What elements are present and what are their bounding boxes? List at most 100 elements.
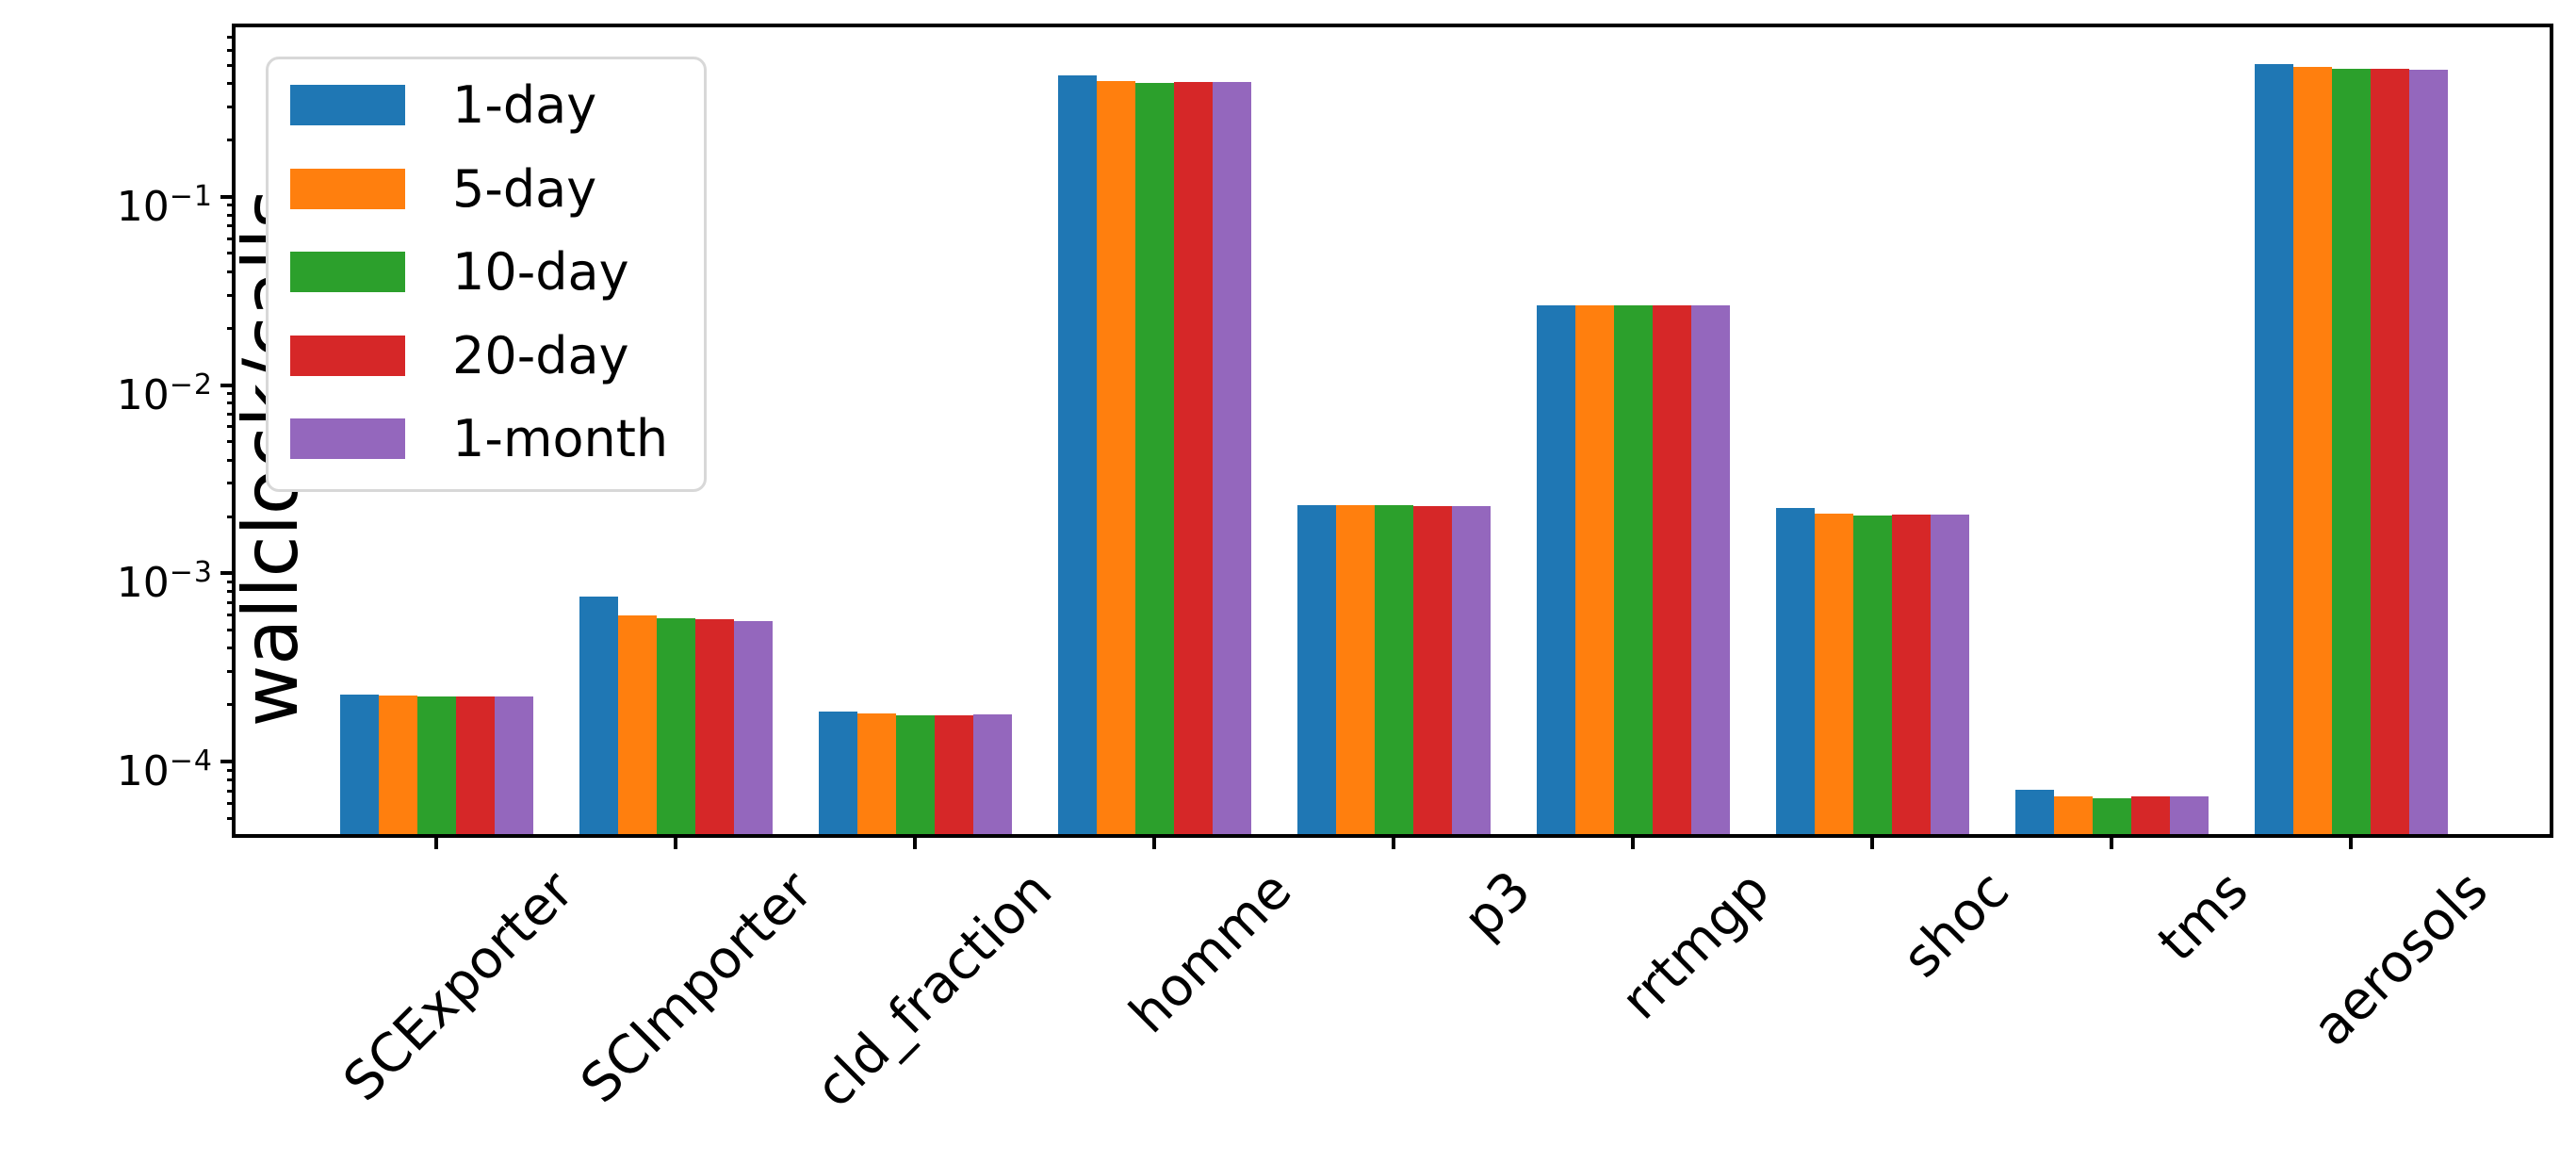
y-minor-tick bbox=[227, 515, 236, 518]
bar-tms-20-day bbox=[2130, 796, 2170, 834]
bar-SCExporter-20-day bbox=[455, 696, 495, 834]
y-minor-tick bbox=[227, 768, 236, 772]
y-minor-tick bbox=[227, 392, 236, 396]
y-minor-tick bbox=[227, 425, 236, 429]
bar-rrtmgp-1-month bbox=[1690, 304, 1730, 834]
legend-item-1-day: 1-day bbox=[290, 77, 681, 133]
y-minor-tick bbox=[227, 270, 236, 273]
bar-aerosols-1-day bbox=[2254, 63, 2293, 834]
x-tick-label-cld_fraction: cld_fraction bbox=[804, 860, 1065, 1120]
x-tick-label-p3: p3 bbox=[1451, 860, 1543, 951]
bar-rrtmgp-1-day bbox=[1536, 304, 1575, 834]
x-tick bbox=[1631, 834, 1635, 849]
y-minor-tick bbox=[227, 590, 236, 594]
y-minor-tick bbox=[227, 580, 236, 583]
legend-item-1-month: 1-month bbox=[290, 411, 681, 467]
bar-cld_fraction-20-day bbox=[934, 715, 973, 834]
y-minor-tick bbox=[227, 670, 236, 674]
y-minor-tick bbox=[227, 224, 236, 228]
y-minor-tick bbox=[227, 647, 236, 650]
y-minor-tick bbox=[227, 412, 236, 416]
y-minor-tick bbox=[227, 801, 236, 805]
y-minor-tick bbox=[227, 237, 236, 240]
bar-rrtmgp-10-day bbox=[1613, 305, 1653, 834]
legend-swatch-10-day bbox=[290, 252, 405, 292]
y-minor-tick bbox=[227, 482, 236, 485]
x-tick-label-tms: tms bbox=[2146, 860, 2261, 974]
bar-aerosols-1-month bbox=[2408, 69, 2448, 834]
bar-SCExporter-1-day bbox=[339, 695, 379, 834]
y-minor-tick bbox=[227, 48, 236, 52]
x-tick bbox=[1152, 834, 1156, 849]
y-major-tick bbox=[220, 571, 236, 576]
bar-shoc-5-day bbox=[1814, 514, 1853, 834]
y-minor-tick bbox=[227, 139, 236, 142]
bar-cld_fraction-10-day bbox=[895, 715, 935, 834]
bar-cld_fraction-1-day bbox=[818, 712, 857, 834]
y-minor-tick bbox=[227, 81, 236, 85]
y-minor-tick bbox=[227, 63, 236, 67]
bar-SCImporter-5-day bbox=[617, 615, 657, 834]
bar-shoc-20-day bbox=[1891, 515, 1931, 834]
bar-tms-1-month bbox=[2169, 796, 2209, 834]
legend-item-20-day: 20-day bbox=[290, 328, 681, 384]
y-minor-tick bbox=[227, 600, 236, 604]
legend-item-5-day: 5-day bbox=[290, 161, 681, 217]
bar-homme-1-month bbox=[1212, 81, 1251, 834]
bar-aerosols-20-day bbox=[2370, 68, 2409, 834]
bar-p3-1-month bbox=[1451, 505, 1491, 834]
legend-label: 1-month bbox=[452, 409, 669, 468]
bar-homme-10-day bbox=[1134, 82, 1174, 834]
y-tick-label: 10−3 bbox=[116, 556, 213, 608]
bar-SCExporter-10-day bbox=[416, 696, 456, 834]
x-tick-label-shoc: shoc bbox=[1891, 860, 2022, 990]
bar-SCImporter-20-day bbox=[694, 619, 734, 834]
bar-SCImporter-1-month bbox=[733, 621, 773, 834]
y-minor-tick bbox=[227, 401, 236, 405]
bar-shoc-10-day bbox=[1852, 516, 1892, 834]
y-tick-label: 10−4 bbox=[116, 745, 213, 796]
x-tick bbox=[1392, 834, 1395, 849]
legend-label: 1-day bbox=[452, 75, 597, 135]
bar-rrtmgp-5-day bbox=[1574, 304, 1614, 834]
y-minor-tick bbox=[227, 326, 236, 330]
legend-item-10-day: 10-day bbox=[290, 244, 681, 300]
y-major-tick bbox=[220, 760, 236, 764]
y-minor-tick bbox=[227, 293, 236, 297]
y-tick-label: 10−2 bbox=[116, 368, 213, 419]
x-tick-label-SCExporter: SCExporter bbox=[332, 860, 586, 1114]
bar-shoc-1-month bbox=[1930, 515, 1969, 834]
bar-rrtmgp-20-day bbox=[1652, 305, 1691, 834]
bar-p3-5-day bbox=[1335, 505, 1375, 834]
y-tick-label: 10−1 bbox=[116, 179, 213, 231]
y-minor-tick bbox=[227, 628, 236, 631]
bar-p3-10-day bbox=[1374, 505, 1413, 834]
bar-cld_fraction-1-month bbox=[972, 714, 1012, 834]
bar-tms-10-day bbox=[2092, 797, 2131, 834]
x-tick-label-aerosols: aerosols bbox=[2301, 860, 2501, 1058]
bar-p3-20-day bbox=[1412, 505, 1452, 834]
y-minor-tick bbox=[227, 614, 236, 617]
bar-SCExporter-5-day bbox=[378, 696, 417, 834]
bar-homme-5-day bbox=[1096, 80, 1135, 834]
plot-area: wallclock/calls bbox=[227, 24, 2553, 838]
y-minor-tick bbox=[227, 703, 236, 707]
legend-label: 10-day bbox=[452, 242, 629, 302]
legend: 1-day 5-day 10-day 20-day 1-month bbox=[266, 57, 707, 492]
legend-label: 20-day bbox=[452, 325, 629, 385]
y-minor-tick bbox=[227, 789, 236, 793]
y-minor-tick bbox=[227, 778, 236, 781]
y-minor-tick bbox=[227, 440, 236, 444]
legend-swatch-1-day bbox=[290, 85, 405, 125]
x-tick-label-rrtmgp: rrtmgp bbox=[1609, 860, 1783, 1032]
bar-homme-20-day bbox=[1173, 81, 1213, 834]
bar-p3-1-day bbox=[1296, 505, 1336, 834]
bar-shoc-1-day bbox=[1775, 507, 1815, 834]
x-tick bbox=[674, 834, 677, 849]
legend-swatch-20-day bbox=[290, 335, 405, 376]
x-tick-label-homme: homme bbox=[1117, 860, 1304, 1045]
bar-tms-5-day bbox=[2053, 796, 2093, 834]
bar-SCExporter-1-month bbox=[494, 696, 533, 834]
bar-aerosols-5-day bbox=[2292, 66, 2332, 834]
x-tick bbox=[434, 834, 438, 849]
